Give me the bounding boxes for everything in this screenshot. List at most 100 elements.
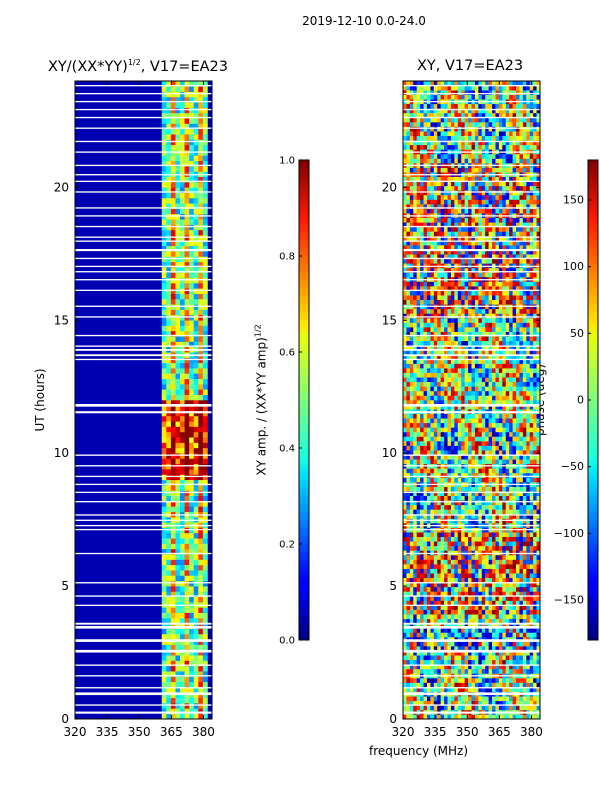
panel2-cell — [461, 714, 465, 719]
panel2-cell — [533, 340, 537, 346]
panel2-cell — [502, 668, 507, 674]
panel2-cell — [478, 336, 483, 342]
panel2-cell — [505, 322, 510, 328]
panel2-cell — [502, 386, 507, 392]
panel2-cell — [519, 400, 524, 405]
panel1-cell — [166, 708, 172, 714]
panel1-cell — [180, 426, 185, 433]
panel2-cell — [533, 591, 537, 597]
panel1-cell — [166, 453, 172, 459]
panel2-cell — [512, 655, 517, 661]
panel2-cell — [519, 381, 524, 387]
panel1-cell — [166, 277, 172, 284]
panel2-cell — [413, 441, 417, 446]
panel1-cell — [184, 357, 190, 364]
panel1-cell — [184, 235, 190, 241]
panel1-cell — [161, 394, 167, 401]
panel2-cell — [403, 591, 407, 597]
panel2-cell — [468, 372, 472, 378]
panel2-cell — [423, 714, 428, 719]
panel2-cell — [498, 404, 503, 410]
panel2-cell — [529, 509, 534, 515]
panel2-cell — [426, 418, 431, 424]
panel2-cell — [536, 655, 540, 661]
panel1-cell — [166, 501, 172, 507]
panel2-cell — [409, 605, 414, 610]
panel2-cell — [495, 573, 500, 579]
panel2-cell — [413, 536, 417, 542]
panel2-cell — [536, 445, 540, 451]
panel2-cell — [413, 454, 417, 460]
panel2-cell — [488, 354, 493, 360]
panel2-cell — [433, 331, 438, 337]
panel2-cell — [519, 386, 524, 392]
panel2-cell — [533, 550, 537, 556]
panel2-cell — [406, 582, 411, 588]
panel2-cell — [450, 349, 455, 355]
panel2-cell — [488, 641, 493, 647]
panel2-cell — [423, 623, 428, 629]
panel2-cell — [413, 605, 417, 610]
panel2-cell — [420, 372, 424, 378]
panel1-cell — [202, 469, 208, 475]
panel1-cell — [193, 580, 199, 587]
panel2-cell — [522, 577, 527, 583]
panel2-cell — [519, 290, 524, 296]
panel2-cell — [403, 390, 407, 396]
panel2-cell — [409, 377, 414, 383]
panel2-cell — [409, 687, 414, 692]
panel2-cell — [437, 340, 441, 346]
panel2-cell — [437, 354, 441, 360]
panel1-cell — [184, 564, 190, 571]
panel2-cell — [526, 436, 531, 442]
panel2-cell — [457, 545, 462, 551]
panel2-cell — [522, 491, 527, 496]
panel2-cell — [450, 445, 455, 451]
panel2-cell — [440, 345, 445, 351]
panel2-cell — [509, 714, 513, 719]
panel2-cell — [536, 313, 540, 319]
panel1-cell — [180, 580, 185, 587]
panel2-cell — [485, 641, 489, 647]
panel2-cell — [536, 427, 540, 433]
panel2-cell — [440, 700, 445, 706]
panel2-cell — [471, 358, 476, 364]
panel2-cell — [471, 468, 476, 474]
panel2-cell — [430, 700, 435, 706]
panel2-cell — [478, 564, 483, 569]
panel2-cell — [533, 541, 537, 547]
panel1-cell — [180, 96, 185, 103]
panel2-cell — [433, 623, 438, 629]
panel2-cell — [450, 559, 455, 565]
panel2-cell — [444, 705, 448, 711]
panel1-cell — [180, 639, 185, 645]
panel2-cell — [450, 659, 455, 665]
panel2-cell — [403, 308, 407, 314]
panel2-cell — [437, 632, 441, 638]
panel1-cell — [202, 192, 208, 199]
panel2-cell — [502, 459, 507, 465]
panel2-cell — [495, 600, 500, 606]
panel2-cell — [505, 404, 510, 410]
panel2-cell — [437, 550, 441, 556]
panel2-cell — [526, 477, 531, 483]
panel1-cell — [189, 410, 195, 417]
panel2-cell — [488, 390, 493, 396]
panel2-cell — [526, 472, 531, 478]
panel2-cell — [444, 441, 448, 446]
panel2-cell — [420, 390, 424, 396]
panel1-cell — [166, 474, 172, 481]
panel2-cell — [526, 317, 531, 323]
panel2-cell — [468, 550, 472, 556]
panel2-cell — [481, 358, 486, 364]
panel2-cell — [416, 641, 421, 647]
panel2-cell — [474, 550, 479, 556]
panel1-cell — [180, 123, 185, 130]
panel2-cell — [474, 491, 479, 496]
panel2-cell — [522, 404, 527, 410]
panel2-cell — [519, 377, 524, 383]
panel1-cell — [184, 203, 190, 209]
panel2-cell — [413, 659, 417, 665]
panel2-cell — [464, 386, 469, 392]
panel2-cell — [471, 504, 476, 510]
